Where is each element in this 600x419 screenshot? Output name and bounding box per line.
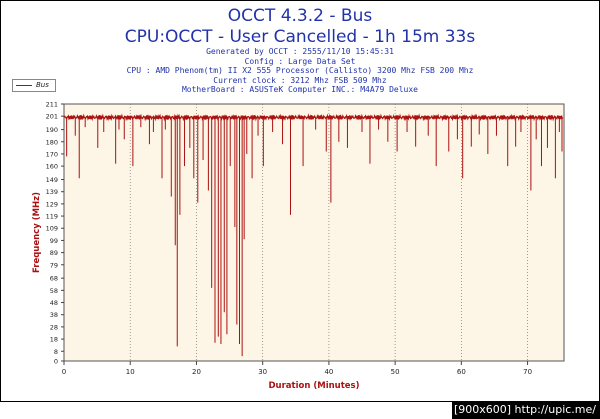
y-tick-label: 180 [46, 138, 58, 146]
y-tick-label: 139 [46, 188, 58, 196]
y-tick-label: 89 [50, 249, 58, 257]
x-tick-label: 70 [523, 368, 532, 376]
x-tick-label: 10 [126, 368, 135, 376]
y-axis-label: Frequency (MHz) [32, 192, 42, 273]
legend-label-bus: Bus [36, 81, 49, 89]
x-tick-label: 20 [192, 368, 201, 376]
footer-watermark: [900x600] http://upic.me/ [452, 401, 600, 419]
y-tick-label: 58 [50, 287, 58, 295]
y-tick-label: 8 [54, 348, 58, 356]
y-tick-label: 68 [50, 275, 58, 283]
plot-area [63, 103, 565, 362]
y-tick-label: 0 [54, 358, 58, 366]
x-axis-label: Duration (Minutes) [269, 381, 360, 391]
y-tick-label: 79 [50, 261, 58, 269]
x-tick-label: 0 [62, 368, 66, 376]
chart-title: OCCT 4.3.2 - Bus [227, 6, 373, 26]
y-tick-label: 18 [50, 336, 58, 344]
chart-subtitle: CPU:OCCT - User Cancelled - 1h 15m 33s [124, 27, 476, 47]
chart-legend: Bus [12, 79, 56, 92]
y-tick-label: 109 [46, 225, 58, 233]
x-tick-label: 60 [457, 368, 466, 376]
y-tick-label: 211 [46, 101, 58, 109]
y-tick-label: 160 [46, 163, 58, 171]
info-line-clock: Current clock : 3212 Mhz FSB 509 Mhz [213, 76, 387, 85]
y-tick-label: 149 [46, 176, 58, 184]
info-line-cpu: CPU : AMD Phenom(tm) II X2 555 Processor… [126, 66, 474, 75]
y-tick-label: 119 [46, 213, 58, 221]
y-tick-label: 190 [46, 126, 58, 134]
y-tick-label: 201 [46, 113, 58, 121]
info-line-config: Config : Large Data Set [244, 57, 356, 66]
y-tick-label: 38 [50, 311, 58, 319]
y-tick-label: 170 [46, 150, 58, 158]
x-tick-label: 40 [324, 368, 333, 376]
y-tick-label: 28 [50, 323, 58, 331]
x-tick-label: 50 [391, 368, 400, 376]
y-tick-label: 129 [46, 200, 58, 208]
y-tick-label: 48 [50, 299, 58, 307]
series-bus-line [64, 113, 564, 122]
info-line-generated: Generated by OCCT : 2555/11/10 15:45:31 [206, 47, 394, 56]
legend-swatch-bus [16, 85, 32, 86]
x-tick-label: 30 [258, 368, 267, 376]
info-line-motherboard: MotherBoard : ASUSTeK Computer INC.: M4A… [181, 85, 418, 94]
y-tick-label: 99 [50, 237, 58, 245]
